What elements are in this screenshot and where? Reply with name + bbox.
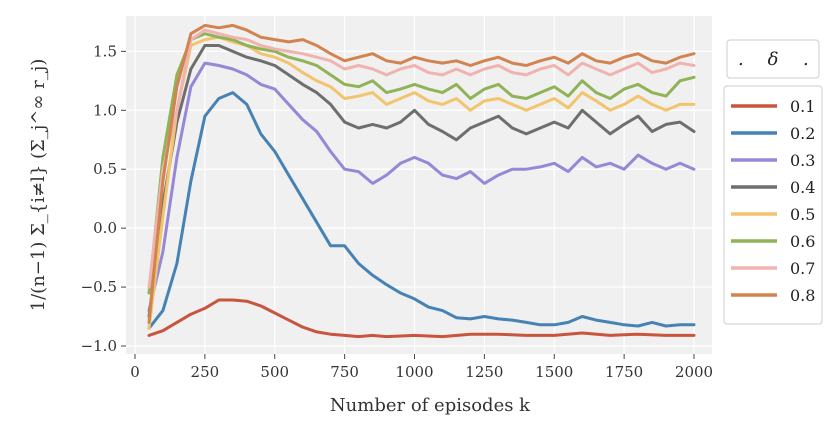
x-axis-label: Number of episodes k [330,395,531,416]
legend-label-0-6: 0.6 [790,232,815,251]
legend-title-right: . [803,49,809,70]
y-tick-label: −1.0 [81,337,117,355]
legend-label-0-1: 0.1 [790,97,815,116]
series-line-0-3 [147,61,696,313]
legend-label-0-5: 0.5 [790,205,815,224]
legend-label-0-7: 0.7 [790,259,815,278]
x-axis-ticks: 0 250 500 750 1000 1250 1500 1750 2000 [130,354,713,381]
series-layer [147,23,696,339]
series-line-0-6 [147,32,696,295]
y-tick-label: 1.0 [93,101,117,119]
legend: 0.1 0.2 0.3 0.4 0.5 0.6 0.7 0.8 [723,85,823,325]
y-axis-ticks: −1.0 −0.5 0.0 0.5 1.0 1.5 [81,42,126,355]
y-tick-label: 0.0 [93,219,117,237]
legend-label-0-4: 0.4 [790,178,815,197]
legend-label-0-2: 0.2 [790,124,815,143]
y-tick-label: 0.5 [93,160,117,178]
grid [126,16,712,354]
x-tick-label: 500 [260,363,289,381]
legend-label-0-8: 0.8 [790,286,815,305]
x-tick-label: 1000 [395,363,433,381]
x-tick-label: 0 [130,363,140,381]
series-line-0-4 [147,44,696,318]
legend-title-box: . δ . [726,39,820,79]
y-tick-label: 1.5 [93,42,117,60]
y-axis-label: 1/(n−1) Σ_{i≠l} (Σ_j^∞ r_j) [28,59,49,312]
legend-title-left: . [738,49,744,70]
series-line-0-1 [147,298,696,339]
series-line-0-2 [147,91,696,330]
x-tick-label: 1500 [535,363,573,381]
series-line-0-7 [147,28,696,289]
x-tick-label: 750 [330,363,359,381]
legend-label-0-3: 0.3 [790,151,815,170]
x-tick-label: 1750 [605,363,643,381]
x-tick-label: 1250 [465,363,503,381]
y-tick-label: −0.5 [81,278,117,296]
x-tick-label: 2000 [675,363,713,381]
series-line-0-8 [147,23,696,324]
x-tick-label: 250 [191,363,220,381]
legend-title-symbol: δ [768,49,779,70]
